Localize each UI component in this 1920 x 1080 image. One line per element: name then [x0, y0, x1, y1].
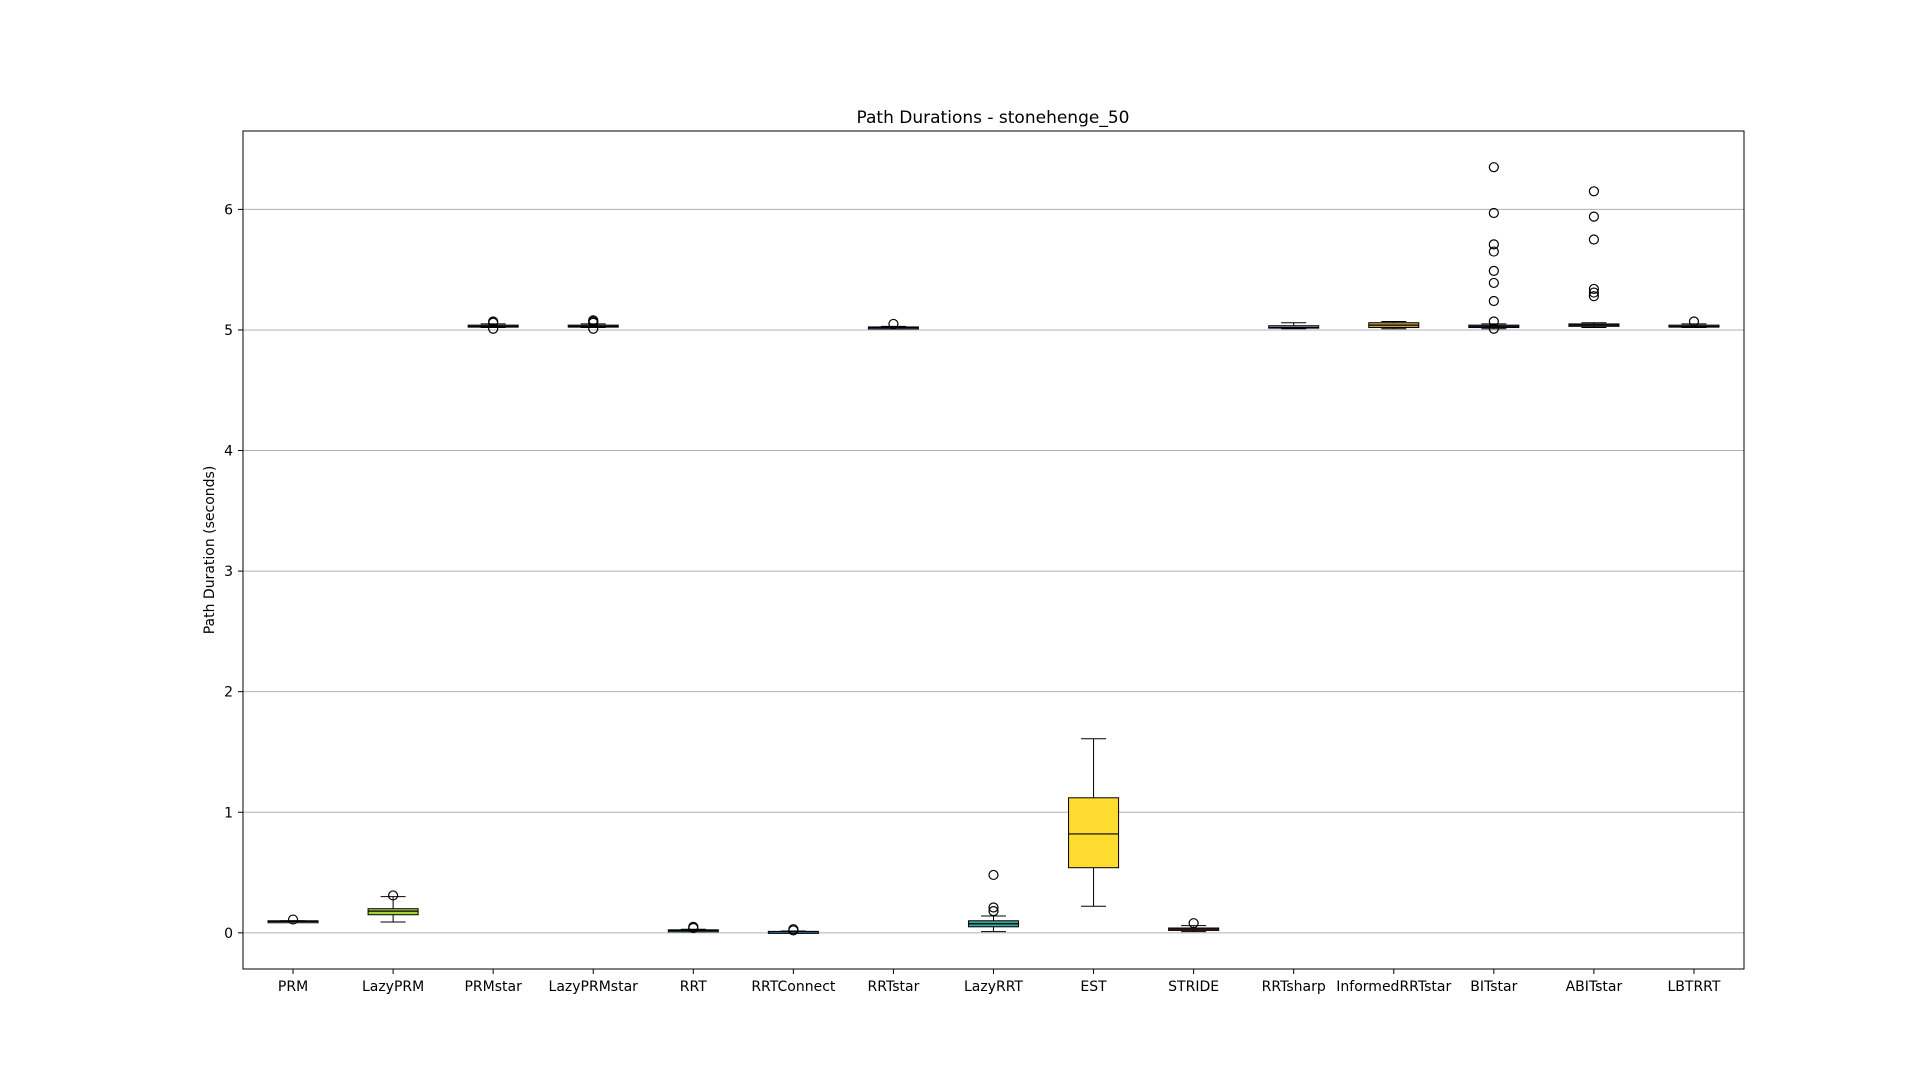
x-tick-label-lbtrrt: LBTRRT: [1667, 979, 1720, 995]
outlier-point: [287, 914, 299, 925]
box-rrtconnect: [767, 924, 819, 936]
box-stride: [1168, 918, 1220, 933]
outlier-point: [1588, 291, 1600, 302]
y-gridlines: [243, 208, 1744, 934]
outlier-point: [588, 315, 599, 326]
x-tick-label-rrtstar: RRTstar: [868, 979, 920, 995]
outlier-point: [1588, 211, 1600, 222]
box-abitstar: [1568, 186, 1620, 329]
box-prm: [267, 914, 319, 925]
x-tick-label-abitstar: ABITstar: [1566, 979, 1623, 995]
iqr-box: [367, 908, 419, 916]
outlier-point: [1588, 234, 1600, 245]
outlier-point: [1488, 239, 1499, 250]
x-tick-label-lazyprm: LazyPRM: [362, 979, 424, 995]
outlier-point: [1488, 162, 1499, 173]
y-axis-label: Path Duration (seconds): [202, 466, 218, 635]
x-tick-label-stride: STRIDE: [1168, 979, 1219, 995]
outlier-point: [1488, 207, 1499, 219]
outlier-point: [988, 902, 999, 913]
box-est: [1068, 738, 1120, 907]
outlier-point: [788, 924, 799, 935]
x-axis-ticks: PRM LazyPRM PRMstar LazyPRMstar RRT RRTConnec…: [278, 969, 1721, 995]
iqr-box: [1068, 797, 1120, 869]
x-tick-label-prm: PRM: [278, 979, 308, 995]
outlier-point: [1488, 295, 1499, 307]
box-plots: [267, 162, 1720, 936]
x-tick-label-bitstar: BITstar: [1470, 979, 1517, 995]
box-bitstar: [1468, 162, 1520, 334]
y-tick-label: 1: [224, 805, 233, 821]
box-lazyprmstar: [567, 315, 619, 334]
x-tick-label-rrt: RRT: [680, 979, 707, 995]
outlier-point: [988, 869, 999, 881]
iqr-box: [1268, 325, 1320, 329]
y-tick-label: 4: [224, 444, 233, 460]
outlier-point: [1488, 316, 1499, 327]
outlier-point: [488, 316, 499, 327]
outlier-point: [488, 323, 499, 334]
y-tick-label: 2: [224, 685, 233, 701]
x-tick-label-est: EST: [1080, 979, 1107, 995]
outlier-point: [1588, 287, 1600, 298]
outlier-point: [1688, 316, 1700, 327]
x-tick-label-prmstar: PRMstar: [464, 979, 522, 995]
chart-title: Path Durations - stonehenge_50: [857, 108, 1130, 128]
x-tick-label-informedrrtstar: InformedRRTstar: [1336, 979, 1451, 995]
box-lazyprm: [367, 890, 419, 923]
box-lazyrrt: [967, 869, 1020, 933]
y-tick-label: 5: [224, 323, 233, 339]
box-rrtstar: [867, 318, 919, 330]
y-tick-label: 6: [224, 202, 233, 218]
outlier-point: [988, 906, 999, 917]
x-tick-label-lazyrrt: LazyRRT: [964, 979, 1023, 995]
outlier-point: [1488, 265, 1499, 276]
outlier-point: [1188, 918, 1199, 929]
x-tick-label-rrtsharp: RRTsharp: [1262, 979, 1326, 995]
x-tick-label-lazyprmstar: LazyPRMstar: [549, 979, 639, 995]
y-tick-label: 0: [224, 926, 233, 942]
outlier-point: [688, 921, 699, 932]
outlier-point: [888, 318, 899, 330]
box-rrtsharp: [1268, 322, 1320, 330]
x-tick-label-rrtconnect: RRTConnect: [751, 979, 836, 995]
box-prmstar: [467, 316, 519, 334]
outlier-point: [1488, 323, 1499, 334]
outlier-point: [1488, 246, 1499, 257]
y-tick-label: 3: [224, 564, 233, 580]
box-informedrrtstar: [1368, 321, 1420, 330]
outlier-point: [388, 890, 399, 901]
y-axis-ticks: 0 1 2 3 4 5 6: [224, 202, 243, 942]
outlier-point: [1588, 283, 1600, 295]
box-rrt: [667, 921, 719, 934]
box-lbtrrt: [1668, 316, 1720, 329]
outlier-point: [1488, 277, 1499, 289]
outlier-point: [1588, 186, 1600, 197]
